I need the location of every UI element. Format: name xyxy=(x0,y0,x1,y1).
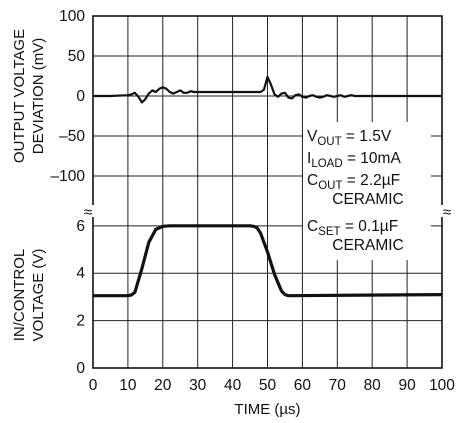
x-tick-label: 0 xyxy=(89,377,98,394)
annotation-line: CSET = 0.1µF xyxy=(307,218,398,238)
annotation-line: ILOAD = 10mA xyxy=(307,150,401,170)
x-tick-label: 100 xyxy=(429,377,455,394)
annotation-background xyxy=(303,122,431,260)
break-mark-right: ≈ xyxy=(443,204,452,221)
x-tick-label: 60 xyxy=(294,377,312,394)
bottom-y-tick-labels: 6 4 2 0 xyxy=(76,218,85,377)
x-tick-label: 20 xyxy=(154,377,172,394)
top-y-tick-labels: 100 50 0 –50 –100 xyxy=(51,8,86,185)
annotation-line: VOUT = 1.5V xyxy=(307,128,392,148)
top-y-axis-label: OUTPUT VOLTAGE DEVIATION (mV) xyxy=(11,29,47,163)
top-y-tick-label: –50 xyxy=(59,128,85,145)
bottom-y-tick-label: 0 xyxy=(76,360,85,377)
x-tick-label: 70 xyxy=(329,377,347,394)
x-tick-label: 40 xyxy=(224,377,242,394)
top-y-tick-label: 50 xyxy=(68,48,86,65)
break-mark-left: ≈ xyxy=(84,204,93,221)
annotation-line: CERAMIC xyxy=(332,191,403,208)
x-tick-label: 30 xyxy=(189,377,207,394)
bottom-y-axis-label: IN/CONTROL VOLTAGE (V) xyxy=(11,249,47,342)
x-tick-label: 10 xyxy=(119,377,137,394)
y-axis-label-line: DEVIATION (mV) xyxy=(30,38,47,154)
x-tick-labels: 0 10 20 30 40 50 60 70 80 90 100 xyxy=(89,377,456,394)
annotation-line: COUT = 2.2µF xyxy=(307,172,400,192)
y-axis-label-line: VOLTAGE (V) xyxy=(30,249,47,342)
top-y-tick-label: 100 xyxy=(59,8,85,25)
y-axis-label-line: OUTPUT VOLTAGE xyxy=(11,29,28,163)
series-output-voltage-deviation xyxy=(93,75,442,104)
annotation-line: CERAMIC xyxy=(332,237,403,254)
bottom-y-tick-label: 2 xyxy=(76,313,85,330)
series-in-control-voltage xyxy=(93,224,443,298)
top-y-tick-label: 0 xyxy=(76,88,85,105)
top-y-tick-label: –100 xyxy=(51,168,86,185)
bottom-y-tick-label: 6 xyxy=(76,218,85,235)
y-axis-label-line: IN/CONTROL xyxy=(11,249,28,342)
bottom-y-tick-label: 4 xyxy=(76,265,85,282)
x-tick-label: 90 xyxy=(398,377,416,394)
plot-frame xyxy=(92,15,443,369)
x-axis-label: TIME (µs) xyxy=(234,401,300,418)
axis-break: ≈ ≈ xyxy=(81,204,454,221)
x-tick-label: 80 xyxy=(364,377,382,394)
x-tick-label: 50 xyxy=(259,377,277,394)
